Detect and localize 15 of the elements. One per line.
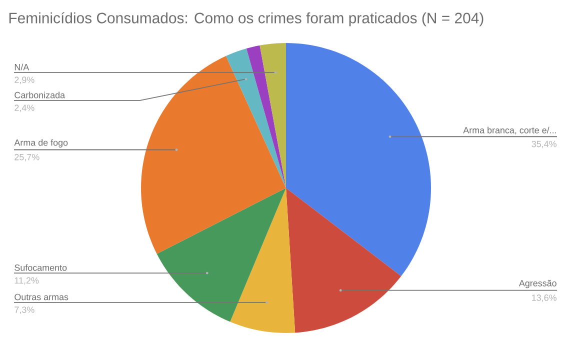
slice-label: Carbonizada	[14, 92, 66, 98]
slice-label: Agressão	[518, 280, 556, 288]
slice-label: Arma branca, corte e/...	[463, 126, 556, 134]
data-label: 2,9%	[14, 76, 34, 84]
slice-label: Outras armas	[14, 294, 68, 300]
data-label: 13,6%	[532, 294, 556, 302]
data-label: 25,7%	[14, 154, 40, 162]
data-label: 2,4%	[14, 104, 34, 112]
slice-label: Arma de fogo	[14, 139, 68, 148]
slice-label: Sufocamento	[14, 264, 67, 271]
data-label: 35,4%	[532, 140, 556, 148]
data-label: 11,2%	[14, 277, 39, 285]
data-label: 7,3%	[14, 306, 34, 314]
slice-label: N/A	[14, 64, 30, 70]
chart-title: Feminicídios Consumados: Como os crimes foram praticados (N = 204)	[9, 12, 484, 26]
